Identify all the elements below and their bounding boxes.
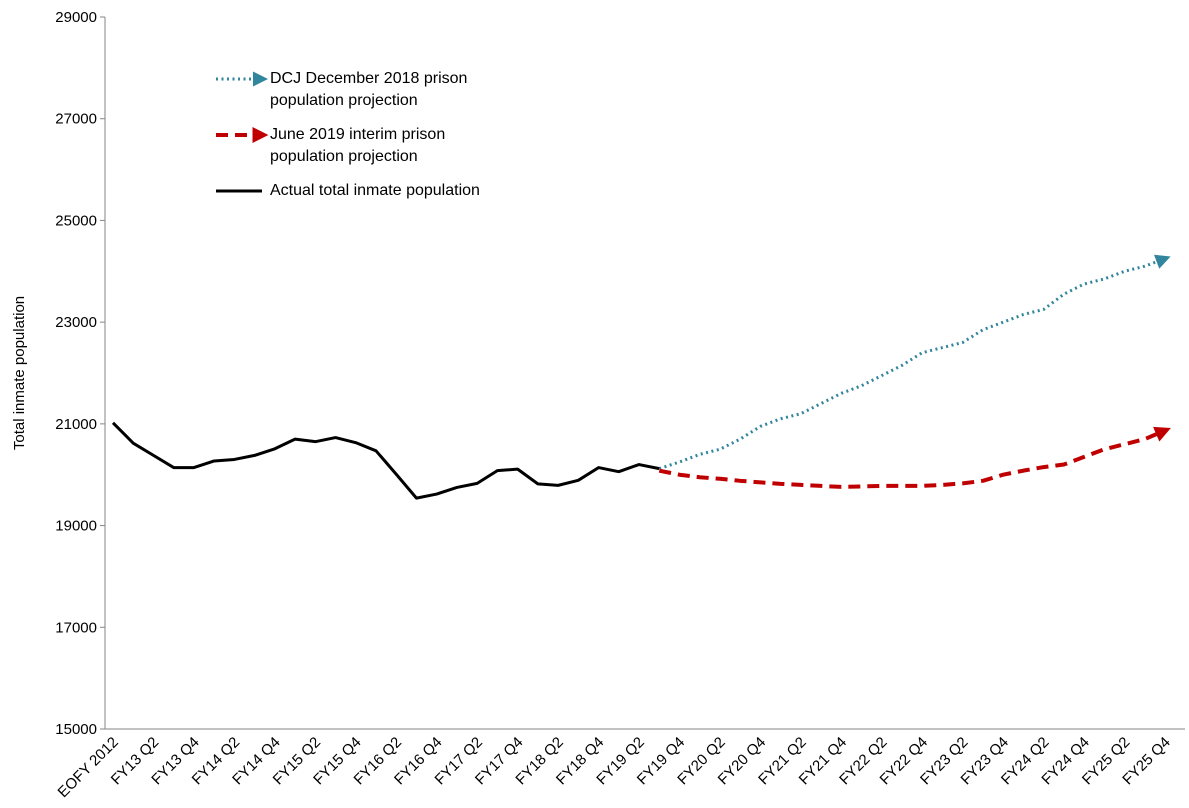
- y-axis-label: Total inmate population: [11, 296, 28, 450]
- legend-label: Actual total inmate population: [270, 182, 480, 199]
- y-tick-label: 27000: [55, 111, 97, 128]
- legend-swatch: [216, 127, 269, 143]
- y-tick-label: 19000: [55, 518, 97, 535]
- legend-swatch: [216, 71, 268, 87]
- series-line: [111, 421, 660, 500]
- series-line: [658, 254, 1171, 471]
- legend-item: June 2019 interim prison population proj…: [214, 124, 514, 168]
- y-tick-label: 15000: [55, 721, 97, 738]
- y-tick-label: 21000: [55, 416, 97, 433]
- y-tick-label: 29000: [55, 9, 97, 26]
- series-line: [658, 426, 1171, 489]
- legend-swatch: [216, 189, 262, 193]
- legend-item: DCJ December 2018 prison population proj…: [214, 68, 514, 112]
- y-tick-label: 25000: [55, 212, 97, 229]
- legend-item: Actual total inmate population: [214, 180, 514, 202]
- y-tick-label: 17000: [55, 619, 97, 636]
- legend-label: DCJ December 2018 prison population proj…: [270, 70, 468, 109]
- x-tick-label: EOFY 2012: [55, 734, 122, 801]
- legend: DCJ December 2018 prison population proj…: [214, 68, 514, 214]
- legend-label: June 2019 interim prison population proj…: [270, 126, 446, 165]
- y-tick-label: 23000: [55, 314, 97, 331]
